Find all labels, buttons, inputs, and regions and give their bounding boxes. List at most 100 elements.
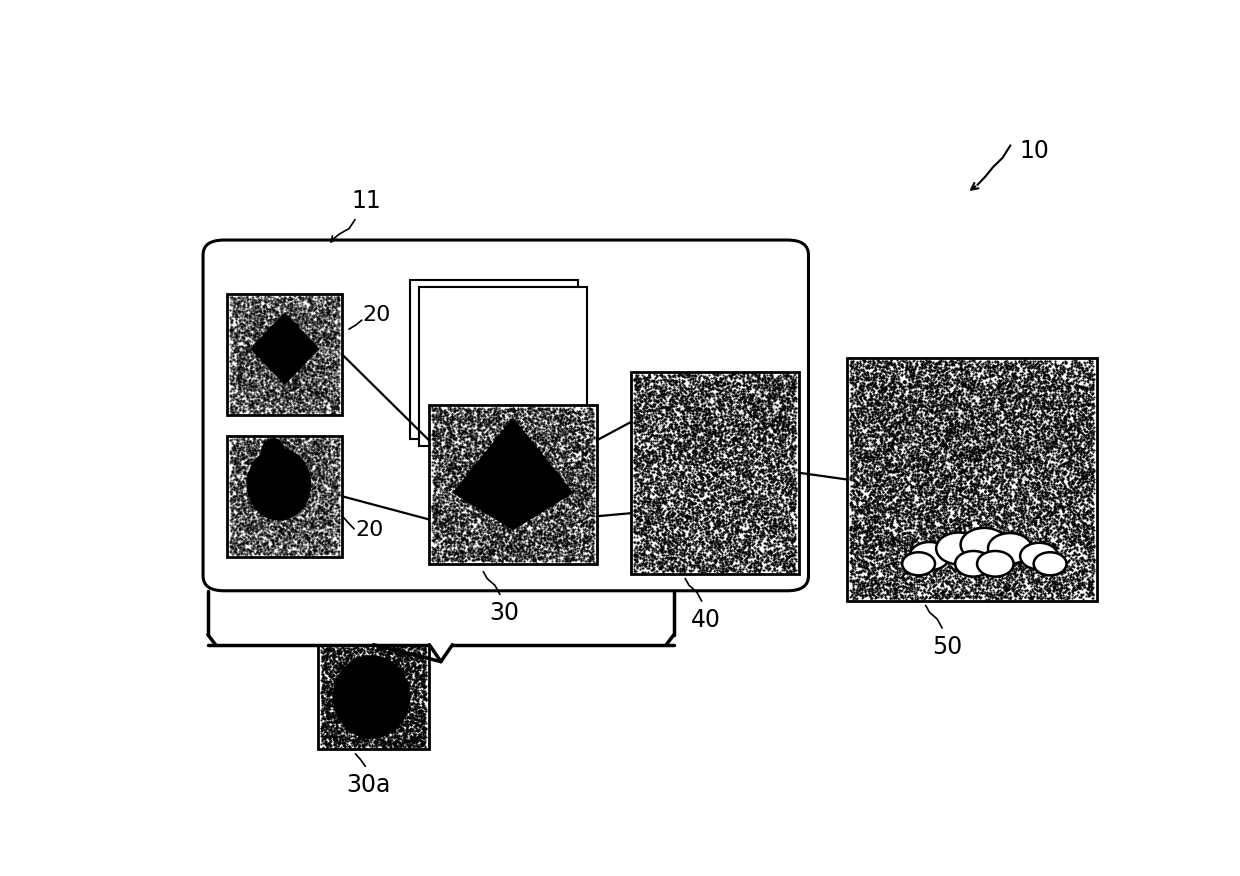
Point: [842, 498, 862, 512]
Point: [254, 368, 274, 382]
Point: [727, 562, 746, 576]
Point: [303, 477, 322, 491]
Point: [1024, 384, 1044, 398]
Point: [1024, 441, 1044, 455]
Point: [1039, 533, 1059, 547]
Point: [404, 711, 424, 725]
Point: [257, 353, 277, 367]
Point: [959, 588, 978, 602]
Point: [303, 403, 322, 417]
Point: [988, 591, 1008, 605]
Point: [248, 330, 268, 344]
Point: [980, 505, 999, 519]
Point: [699, 385, 719, 399]
Point: [255, 391, 275, 405]
Point: [367, 664, 387, 678]
Point: [547, 536, 567, 550]
Point: [494, 521, 513, 535]
Point: [910, 416, 930, 430]
Point: [356, 668, 376, 682]
Point: [534, 446, 554, 460]
Point: [575, 494, 595, 508]
Point: [959, 438, 978, 452]
Point: [884, 371, 904, 385]
Point: [904, 429, 924, 443]
Point: [315, 644, 335, 658]
Point: [331, 661, 351, 675]
Point: [316, 531, 336, 545]
Point: [892, 549, 911, 563]
Point: [711, 536, 730, 550]
Point: [288, 466, 308, 480]
Point: [337, 715, 357, 729]
Point: [405, 643, 425, 657]
Point: [321, 664, 341, 678]
Point: [434, 457, 454, 471]
Point: [258, 406, 278, 420]
Point: [298, 376, 317, 390]
Point: [729, 413, 749, 427]
Point: [1053, 391, 1073, 405]
Point: [234, 440, 254, 454]
Point: [579, 453, 599, 467]
Point: [775, 394, 795, 408]
Point: [780, 540, 800, 555]
Point: [303, 365, 322, 379]
Point: [252, 519, 272, 533]
Point: [301, 384, 321, 398]
Point: [749, 565, 769, 579]
Point: [539, 487, 559, 501]
Point: [903, 414, 923, 428]
Point: [264, 401, 284, 415]
Point: [569, 531, 589, 545]
Point: [542, 522, 562, 536]
Point: [252, 346, 272, 360]
Point: [315, 314, 335, 328]
Point: [312, 538, 332, 552]
Point: [846, 538, 866, 552]
Point: [945, 429, 965, 443]
Point: [300, 303, 320, 317]
Point: [309, 526, 329, 540]
Point: [352, 707, 372, 721]
Point: [308, 445, 327, 459]
Point: [243, 403, 263, 417]
Point: [324, 358, 343, 372]
Point: [920, 469, 940, 483]
Point: [868, 509, 888, 523]
Point: [482, 543, 502, 557]
Point: [577, 492, 596, 506]
Point: [1075, 569, 1095, 583]
Point: [526, 415, 546, 429]
Point: [255, 478, 275, 492]
Point: [1075, 533, 1095, 547]
Point: [986, 533, 1006, 548]
Point: [368, 689, 388, 703]
Point: [720, 515, 740, 529]
Point: [558, 512, 578, 526]
Point: [303, 331, 322, 345]
Point: [1002, 474, 1022, 488]
Point: [887, 570, 906, 584]
Point: [532, 475, 552, 489]
Point: [219, 404, 239, 418]
Point: [760, 413, 780, 427]
Point: [847, 480, 867, 494]
Point: [250, 460, 270, 474]
Point: [847, 544, 867, 558]
Point: [526, 492, 546, 506]
Point: [253, 403, 273, 417]
Point: [709, 508, 729, 522]
Point: [1069, 367, 1089, 381]
Point: [935, 489, 955, 503]
Point: [1055, 423, 1075, 437]
Point: [533, 488, 553, 502]
Point: [351, 729, 371, 743]
Point: [542, 486, 562, 500]
Point: [279, 491, 299, 505]
Point: [1064, 373, 1084, 387]
Point: [777, 546, 797, 560]
Point: [317, 536, 337, 550]
Point: [448, 409, 467, 423]
Point: [916, 580, 936, 594]
